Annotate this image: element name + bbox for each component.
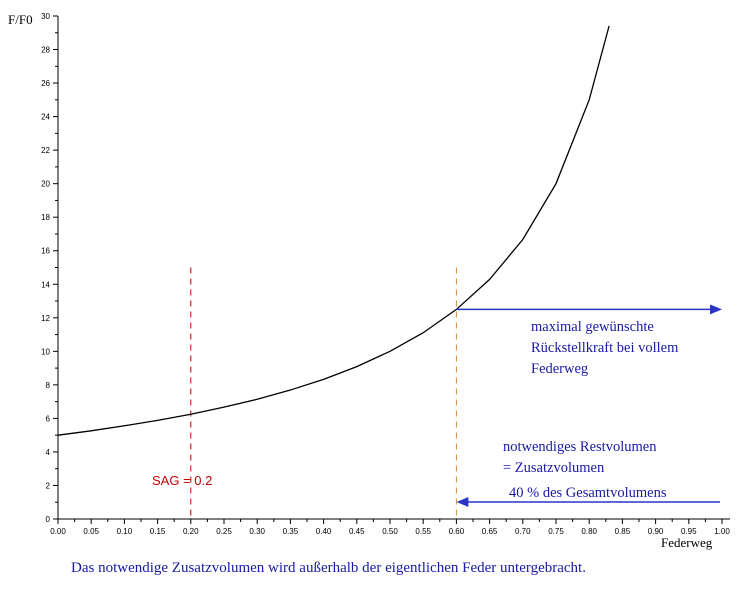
rest-volume-line-2: = Zusatzvolumen (503, 460, 605, 476)
percent-label: 40 % des Gesamtvolumens (509, 485, 667, 501)
x-tick-label: 0.95 (681, 527, 697, 536)
y-tick-label: 8 (46, 381, 51, 390)
x-tick-label: 0.35 (283, 527, 299, 536)
y-tick-label: 10 (41, 347, 50, 356)
x-tick-label: 0.85 (615, 527, 631, 536)
y-tick-label: 12 (41, 314, 50, 323)
x-tick-label: 0.50 (382, 527, 398, 536)
y-tick-label: 22 (41, 146, 50, 155)
vertical-markers (190, 267, 457, 519)
max-force-line-3: Federweg (531, 361, 588, 377)
x-tick-label: 0.80 (581, 527, 597, 536)
y-tick-label: 30 (41, 12, 50, 21)
x-tick-label: 1.00 (714, 527, 730, 536)
y-tick-label: 14 (41, 280, 50, 289)
x-tick-label: 0.40 (316, 527, 332, 536)
y-tick-label: 18 (41, 213, 50, 222)
y-tick-label: 20 (41, 180, 50, 189)
x-tick-label: 0.65 (482, 527, 498, 536)
arrows (456, 304, 722, 507)
y-tick-label: 2 (46, 481, 51, 490)
max-force-line-1: maximal gewünschte (531, 319, 654, 335)
x-tick-label: 0.25 (216, 527, 232, 536)
x-tick-label: 0.10 (117, 527, 133, 536)
caption: Das notwendige Zusatzvolumen wird außerh… (71, 560, 586, 576)
y-tick-label: 0 (46, 515, 51, 524)
x-tick-label: 0.45 (349, 527, 365, 536)
force-curve (57, 25, 610, 436)
x-tick-label: 0.20 (183, 527, 199, 536)
x-tick-label: 0.30 (249, 527, 265, 536)
x-tick-label: 0.55 (415, 527, 431, 536)
sag-label: SAG = 0.2 (152, 473, 212, 488)
max-force-line-2: Rückstellkraft bei vollem (531, 340, 679, 356)
y-axis-title: F/F0 (8, 12, 33, 27)
x-tick-label: 0.75 (548, 527, 564, 536)
x-axis-title: Federweg (661, 535, 713, 550)
y-tick-label: 6 (46, 414, 51, 423)
y-tick-label: 24 (41, 113, 50, 122)
x-tick-label: 0.60 (449, 527, 465, 536)
x-tick-label: 0.15 (150, 527, 166, 536)
x-tick-label: 0.00 (50, 527, 66, 536)
y-tick-label: 4 (46, 448, 51, 457)
x-tick-label: 0.90 (648, 527, 664, 536)
y-tick-label: 26 (41, 79, 50, 88)
x-tick-label: 0.05 (83, 527, 99, 536)
x-tick-label: 0.70 (515, 527, 531, 536)
y-tick-label: 28 (41, 46, 50, 55)
rest-volume-line-1: notwendiges Restvolumen (503, 439, 657, 455)
y-tick-label: 16 (41, 247, 50, 256)
x-axis-ticks: 0.00 0.05 0.10 0.15 0.20 0.25 0.30 0.35 0.40 0.45… (50, 519, 730, 536)
